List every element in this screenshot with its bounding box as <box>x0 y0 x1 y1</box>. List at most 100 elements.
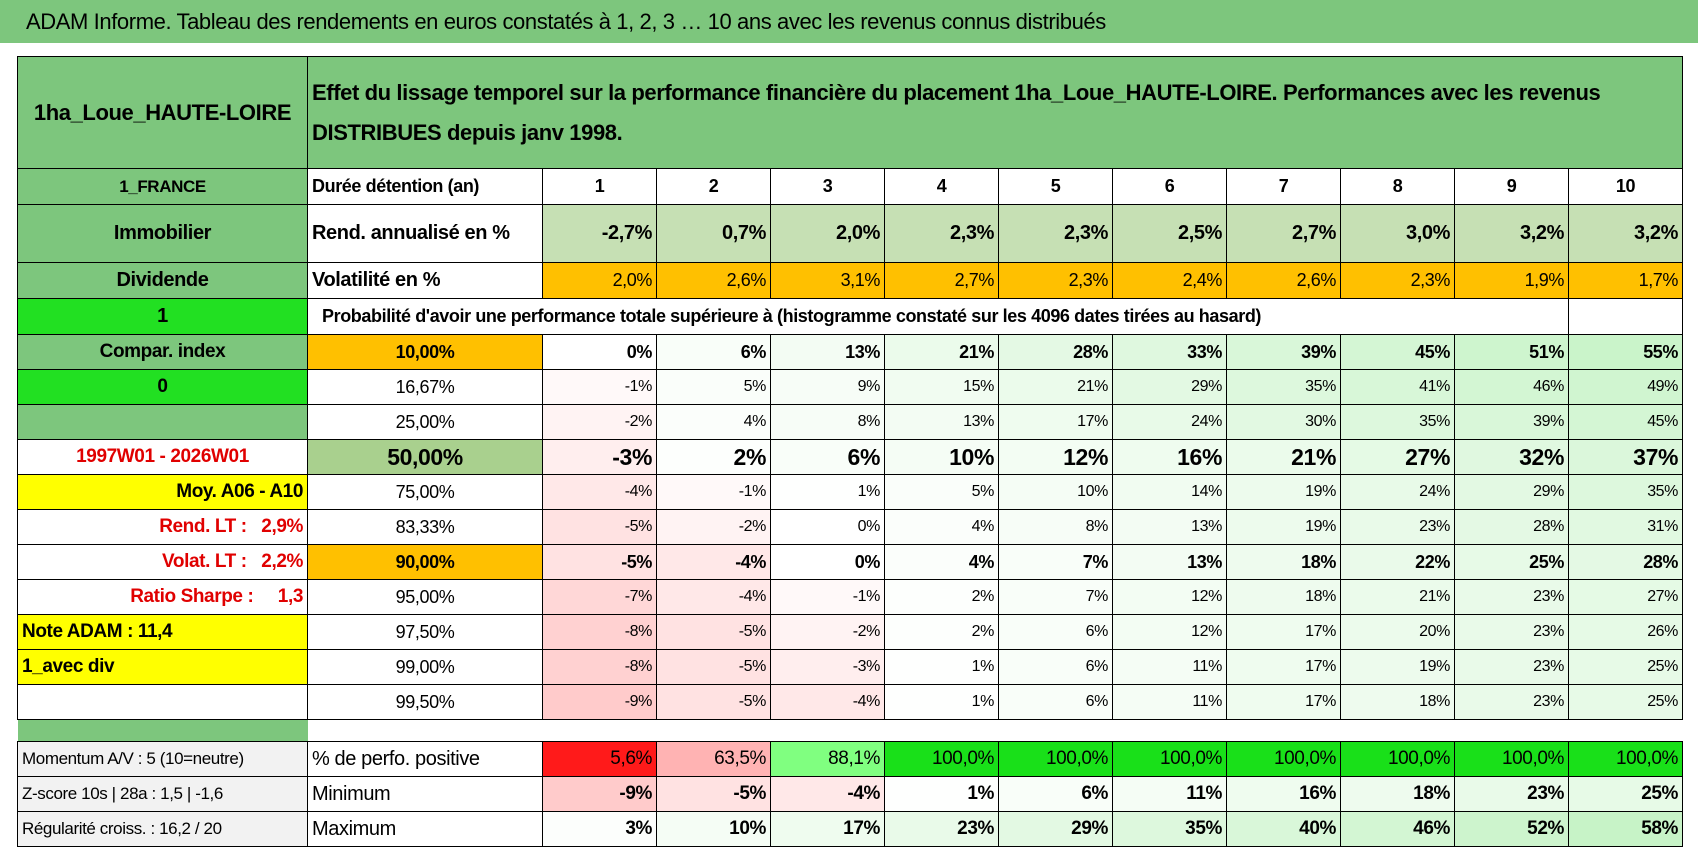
footer-value: 100,0% <box>1567 741 1684 777</box>
summary-value: 2,7% <box>1226 204 1341 263</box>
table-row: 1_avec div 99,00% -8% -5% -3% 1% 6% 11% 17% 19% 23… <box>17 649 1684 685</box>
probability-value: -1% <box>770 579 885 615</box>
side-label: 1_avec div <box>17 649 308 685</box>
year-header: 1 <box>542 168 657 205</box>
summary-value: 3,2% <box>1454 204 1569 263</box>
empty-cell <box>1567 298 1684 335</box>
probability-value: 7% <box>998 579 1113 615</box>
footer-value: 100,0% <box>1340 741 1455 777</box>
probability-value: 2% <box>884 614 999 650</box>
probability-value: 13% <box>1112 544 1227 580</box>
probability-value: 24% <box>1112 404 1227 440</box>
probability-value: -7% <box>542 579 657 615</box>
probability-value: 13% <box>1112 509 1227 545</box>
year-header: 9 <box>1454 168 1569 205</box>
quantile: 16,67% <box>307 369 543 405</box>
probability-value: 35% <box>1340 404 1455 440</box>
summary-value: 3,0% <box>1340 204 1455 263</box>
table-row: Rend. LT : 2,9% 83,33% -5% -2% 0% 4% 8% 13% 19% 2… <box>17 509 1684 545</box>
footer-value: 23% <box>884 811 999 847</box>
table-row: 1_FRANCE Durée détention (an) 1 2 3 4 5 6 7 8 9 10 <box>17 168 1684 205</box>
year-header: 8 <box>1340 168 1455 205</box>
footer-value: 58% <box>1567 811 1684 847</box>
footer-value: -4% <box>770 776 885 812</box>
table-row: 99,50% -9% -5% -4% 1% 6% 11% 17% 18% 23% 25% <box>17 684 1684 720</box>
probability-value: 28% <box>1454 509 1569 545</box>
year-header: 10 <box>1567 168 1684 205</box>
probability-value: 35% <box>1226 369 1341 405</box>
country: 1_FRANCE <box>17 168 308 205</box>
probability-value: -3% <box>542 439 657 475</box>
probability-value: 5% <box>884 474 999 510</box>
summary-value: 2,3% <box>1340 262 1455 299</box>
quantile: 10,00% <box>307 334 543 370</box>
footer-value: 35% <box>1112 811 1227 847</box>
table-row: 1 Probabilité d'avoir une performance tot… <box>17 298 1684 335</box>
probability-value: 12% <box>1112 579 1227 615</box>
table-row: Compar. index 10,00% 0% 6% 13% 21% 28% 33% 39% 45… <box>17 334 1684 370</box>
summary-value: 3,1% <box>770 262 885 299</box>
probability-value: 21% <box>998 369 1113 405</box>
probability-value: -2% <box>656 509 771 545</box>
probability-value: 10% <box>998 474 1113 510</box>
probability-value: 23% <box>1340 509 1455 545</box>
probability-value: 49% <box>1567 369 1684 405</box>
quantile: 83,33% <box>307 509 543 545</box>
footer-value: 63,5% <box>656 741 771 777</box>
probability-value: 45% <box>1567 404 1684 440</box>
row-label: % de perfo. positive <box>307 741 543 777</box>
probability-value: 46% <box>1454 369 1569 405</box>
spacer <box>17 719 308 742</box>
footer-value: 100,0% <box>998 741 1113 777</box>
year-header: 4 <box>884 168 999 205</box>
footer-value: 52% <box>1454 811 1569 847</box>
year-header: 7 <box>1226 168 1341 205</box>
summary-value: 2,0% <box>542 262 657 299</box>
table-row <box>17 719 1683 742</box>
summary-value: 2,6% <box>656 262 771 299</box>
probability-value: 27% <box>1340 439 1455 475</box>
quantile: 95,00% <box>307 579 543 615</box>
side-label: Moy. A06 - A10 <box>17 474 308 510</box>
side-label: Ratio Sharpe : 1,3 <box>17 579 308 615</box>
table-row: 0 16,67% -1% 5% 9% 15% 21% 29% 35% 41% 46% 49% <box>17 369 1684 405</box>
probability-title: Probabilité d'avoir une performance tota… <box>307 298 1569 335</box>
performance-table: 1ha_Loue_HAUTE-LOIRE Effet du lissage tem… <box>17 56 1684 847</box>
quantile: 50,00% <box>307 439 543 475</box>
side-label: Compar. index <box>17 334 308 370</box>
side-label: Volat. LT : 2,2% <box>17 544 308 580</box>
footer-value: 23% <box>1454 776 1569 812</box>
footer-value: 3% <box>542 811 657 847</box>
summary-value: 2,6% <box>1226 262 1341 299</box>
side-label: 1997W01 - 2026W01 <box>17 439 308 475</box>
probability-value: 24% <box>1340 474 1455 510</box>
probability-value: 1% <box>770 474 885 510</box>
footer-value: 40% <box>1226 811 1341 847</box>
table-row: Immobilier Rend. annualisé en % -2,7% 0,7% 2… <box>17 204 1684 263</box>
placement-name: 1ha_Loue_HAUTE-LOIRE <box>17 56 308 169</box>
side-label: Note ADAM : 11,4 <box>17 614 308 650</box>
probability-value: 23% <box>1454 614 1569 650</box>
probability-value: 51% <box>1454 334 1569 370</box>
probability-value: 13% <box>884 404 999 440</box>
table-row: Z-score 10s | 28a : 1,5 | -1,6 Minimum -9%… <box>17 776 1684 812</box>
footer-value: 5,6% <box>542 741 657 777</box>
footer-value: 16% <box>1226 776 1341 812</box>
indicator: Momentum A/V : 5 (10=neutre) <box>17 741 308 777</box>
probability-value: -4% <box>542 474 657 510</box>
probability-value: 6% <box>656 334 771 370</box>
row-label: Rend. annualisé en % <box>307 204 543 263</box>
probability-value: 17% <box>998 404 1113 440</box>
probability-value: 17% <box>1226 684 1341 720</box>
category: Immobilier <box>17 204 308 263</box>
probability-value: -4% <box>656 544 771 580</box>
probability-value: -2% <box>770 614 885 650</box>
probability-value: 6% <box>998 684 1113 720</box>
probability-value: 12% <box>998 439 1113 475</box>
table-row: Régularité croiss. : 16,2 / 20 Maximum 3% 1… <box>17 811 1684 847</box>
table-row: Note ADAM : 11,4 97,50% -8% -5% -2% 2% 6% 12% 17… <box>17 614 1684 650</box>
summary-value: -2,7% <box>542 204 657 263</box>
spacer <box>308 720 1683 742</box>
probability-value: 21% <box>884 334 999 370</box>
probability-value: 30% <box>1226 404 1341 440</box>
